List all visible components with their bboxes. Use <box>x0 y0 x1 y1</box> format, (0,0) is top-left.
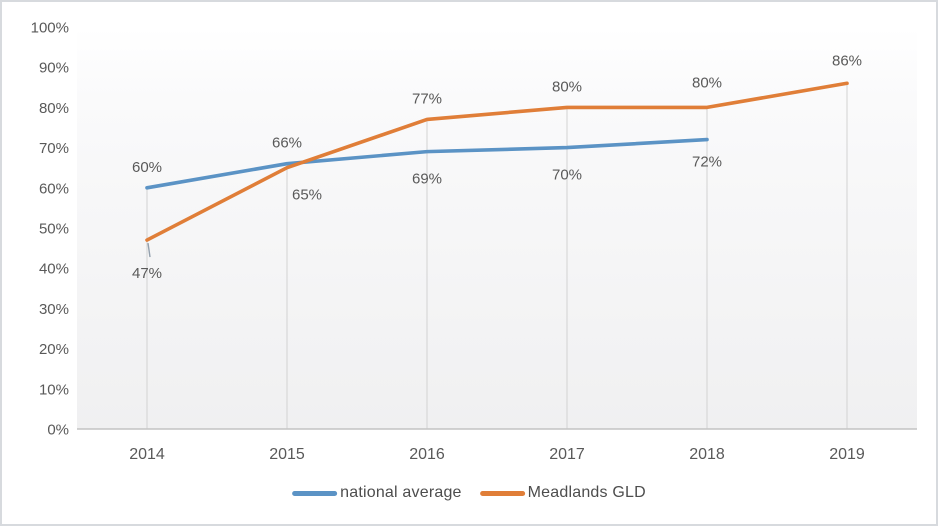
y-axis-label: 90% <box>39 60 69 77</box>
legend-line-swatch-blue <box>292 490 338 496</box>
data-label: 80% <box>552 78 582 95</box>
data-label: 47% <box>132 265 162 282</box>
chart-legend: national average Meadlands GLD <box>292 484 646 502</box>
plot-area <box>77 27 917 429</box>
data-label: 70% <box>552 167 582 184</box>
y-axis-label: 10% <box>39 381 69 398</box>
series-line-meadlands-gld <box>145 81 849 242</box>
x-axis-label: 2014 <box>129 446 165 463</box>
x-axis-label: 2015 <box>269 446 305 463</box>
y-axis-label: 20% <box>39 341 69 358</box>
data-label: 72% <box>692 154 722 171</box>
series-line-national-average <box>145 137 709 190</box>
y-axis-label: 0% <box>47 422 69 439</box>
legend-label: Meadlands GLD <box>527 484 646 501</box>
legend-label: national average <box>340 484 462 501</box>
x-axis-label: 2018 <box>689 446 725 463</box>
y-axis-label: 80% <box>39 100 69 117</box>
y-axis-label: 60% <box>39 180 69 197</box>
label-leader-line <box>147 242 151 258</box>
x-axis-label: 2016 <box>409 446 445 463</box>
y-axis-label: 70% <box>39 140 69 157</box>
data-label: 86% <box>832 52 862 69</box>
data-label: 65% <box>292 187 322 204</box>
data-label: 80% <box>692 74 722 91</box>
legend-item-meadlands-gld: Meadlands GLD <box>479 484 646 502</box>
y-axis-label: 50% <box>39 221 69 238</box>
x-axis-label: 2017 <box>549 446 585 463</box>
y-axis-label: 40% <box>39 261 69 278</box>
data-label: 77% <box>412 90 442 107</box>
x-axis-label: 2019 <box>829 446 865 463</box>
y-axis-label: 100% <box>31 20 69 37</box>
y-axis-label: 30% <box>39 301 69 318</box>
data-label: 60% <box>132 159 162 176</box>
legend-line-swatch-orange <box>479 490 525 496</box>
data-label: 66% <box>272 135 302 152</box>
data-label: 69% <box>412 171 442 188</box>
legend-item-national-average: national average <box>292 484 462 502</box>
